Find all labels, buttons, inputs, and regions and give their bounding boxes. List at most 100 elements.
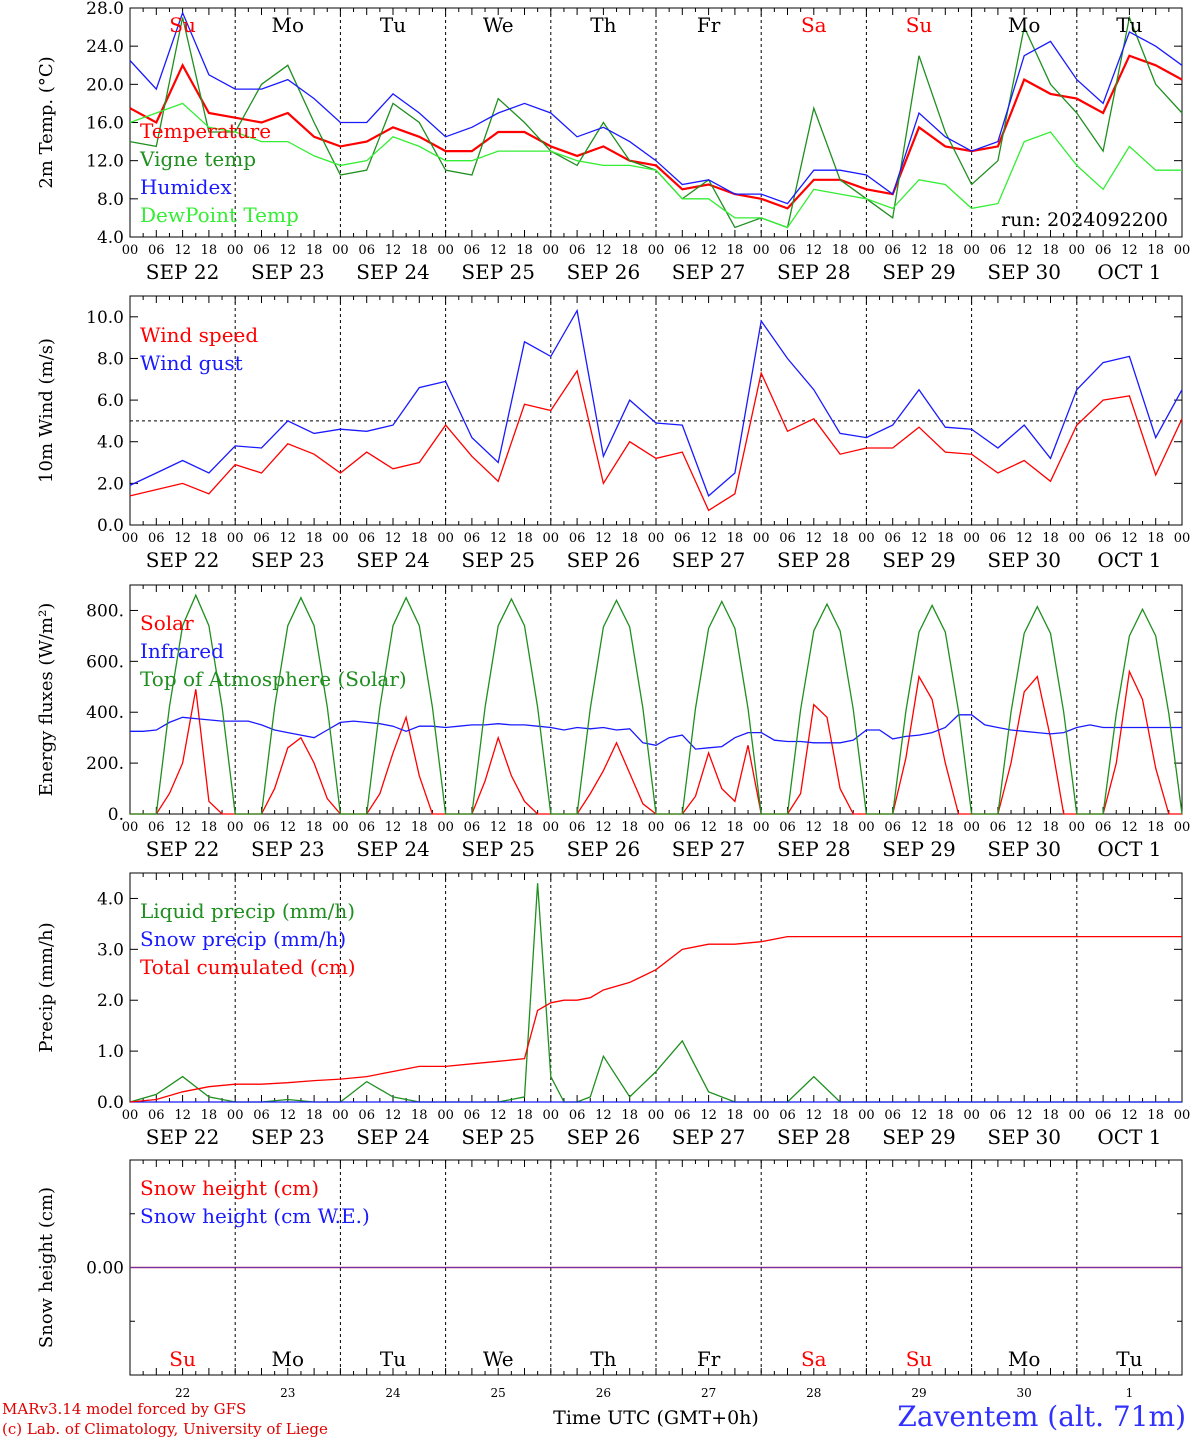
- x-date-label: SEP 28: [777, 1125, 851, 1149]
- x-hour-label: 12: [280, 531, 297, 546]
- x-hour-label: 06: [464, 243, 481, 258]
- x-hour-label: 06: [148, 820, 165, 835]
- weekday-label: Sa: [801, 13, 827, 37]
- weekday-label: Su: [906, 1347, 933, 1371]
- legend-entry: Total cumulated (cm): [140, 955, 356, 979]
- x-date-label: OCT 1: [1097, 260, 1161, 284]
- x-hour-label: 18: [1042, 1108, 1059, 1123]
- x-hour-label: 06: [253, 1108, 270, 1123]
- x-hour-label: 00: [543, 820, 560, 835]
- y-tick-label: 2.0: [97, 474, 124, 494]
- x-hour-label: 18: [306, 531, 323, 546]
- x-hour-label: 00: [858, 820, 875, 835]
- x-hour-label: 00: [753, 531, 770, 546]
- legend-entry: Solar: [140, 611, 194, 635]
- x-hour-label: 00: [858, 1108, 875, 1123]
- weekday-label: Mo: [272, 13, 305, 37]
- legend-entry: Wind gust: [140, 351, 243, 375]
- x-hour-label: 06: [674, 531, 691, 546]
- x-hour-label: 06: [569, 531, 586, 546]
- x-hour-label: 00: [332, 531, 349, 546]
- x-hour-label: 18: [727, 820, 744, 835]
- station-title: Zaventem (alt. 71m): [897, 1400, 1186, 1433]
- legend-entry: Liquid precip (mm/h): [140, 899, 355, 923]
- x-date-label: SEP 26: [567, 548, 641, 572]
- x-hour-label: 06: [569, 820, 586, 835]
- x-hour-label: 06: [990, 243, 1007, 258]
- weekday-label: Th: [590, 13, 616, 37]
- x-date-label: SEP 22: [146, 260, 220, 284]
- x-hour-label: 12: [700, 1108, 717, 1123]
- weekday-label: Mo: [1008, 13, 1041, 37]
- x-hour-label: 18: [411, 1108, 428, 1123]
- x-hour-label: 12: [595, 1108, 612, 1123]
- x-hour-label: 06: [464, 820, 481, 835]
- x-hour-label: 18: [306, 1108, 323, 1123]
- legend-entry: Infrared: [140, 639, 224, 663]
- x-hour-label: 00: [648, 820, 665, 835]
- x-hour-label: 12: [911, 243, 928, 258]
- y-tick-label: 200.: [86, 754, 124, 774]
- x-hour-label: 00: [648, 243, 665, 258]
- x-hour-label: 12: [911, 820, 928, 835]
- x-hour-label: 18: [727, 531, 744, 546]
- x-hour-label: 00: [543, 1108, 560, 1123]
- x-hour-label: 00: [437, 243, 454, 258]
- weekday-label: Tu: [380, 1347, 406, 1371]
- panel-2: 0.0 2.0 4.0 6.0 8.0 10.0 10m Wind (m/s) Wind sp…: [36, 295, 1190, 572]
- x-hour-label: 00: [437, 820, 454, 835]
- y-tick-label: 12.0: [86, 152, 124, 172]
- x-date-label: OCT 1: [1097, 837, 1161, 861]
- x-hour-label: 00: [858, 243, 875, 258]
- x-hour-label: 18: [516, 243, 533, 258]
- series-line: [130, 593, 1183, 815]
- x-hour-label: 12: [385, 243, 402, 258]
- x-hour-label: 12: [700, 820, 717, 835]
- x-hour-label: 00: [963, 243, 980, 258]
- x-hour-label: 12: [385, 820, 402, 835]
- legend-entry: Snow height (cm W.E.): [140, 1204, 370, 1228]
- x-hour-label: 18: [1042, 820, 1059, 835]
- y-tick-label: 600.: [86, 652, 124, 672]
- x-date-label: SEP 30: [987, 1125, 1061, 1149]
- x-hour-label: 00: [753, 1108, 770, 1123]
- x-hour-label: 00: [753, 243, 770, 258]
- y-tick-label: 1.0: [97, 1042, 124, 1062]
- y-tick-label: 28.0: [86, 0, 124, 19]
- x-hour-label: 12: [1121, 820, 1138, 835]
- x-hour-label: 00: [227, 531, 244, 546]
- x-hour-label: 18: [937, 1108, 954, 1123]
- day-number-label: 24: [385, 1386, 401, 1400]
- weekday-label: Fr: [697, 1347, 721, 1371]
- weekday-label: We: [483, 13, 514, 37]
- x-hour-label: 06: [358, 531, 375, 546]
- y-tick-label: 4.0: [97, 433, 124, 453]
- x-hour-label: 18: [937, 820, 954, 835]
- series-line: [129, 10, 1183, 205]
- x-date-label: SEP 28: [777, 837, 851, 861]
- x-hour-label: 18: [832, 531, 849, 546]
- series-line: [129, 308, 1183, 498]
- x-hour-label: 12: [595, 243, 612, 258]
- day-number-label: 23: [280, 1386, 295, 1400]
- x-hour-label: 18: [1147, 243, 1164, 258]
- x-date-label: SEP 23: [251, 548, 325, 572]
- weekday-label: Mo: [272, 1347, 305, 1371]
- x-date-label: SEP 28: [777, 260, 851, 284]
- x-date-label: SEP 29: [882, 548, 956, 572]
- day-number-label: 26: [596, 1386, 611, 1400]
- x-date-label: SEP 26: [567, 260, 641, 284]
- x-hour-label: 12: [280, 820, 297, 835]
- x-hour-label: 12: [806, 1108, 823, 1123]
- x-date-label: SEP 23: [251, 1125, 325, 1149]
- x-date-label: SEP 27: [672, 260, 746, 284]
- x-date-label: SEP 25: [461, 837, 535, 861]
- x-date-label: SEP 23: [251, 260, 325, 284]
- x-hour-label: 12: [174, 1108, 191, 1123]
- x-hour-label: 00: [543, 531, 560, 546]
- x-hour-label: 18: [411, 531, 428, 546]
- day-number-label: 1: [1126, 1386, 1134, 1400]
- x-hour-label: 18: [621, 1108, 638, 1123]
- x-hour-label: 06: [253, 531, 270, 546]
- x-hour-label: 12: [806, 531, 823, 546]
